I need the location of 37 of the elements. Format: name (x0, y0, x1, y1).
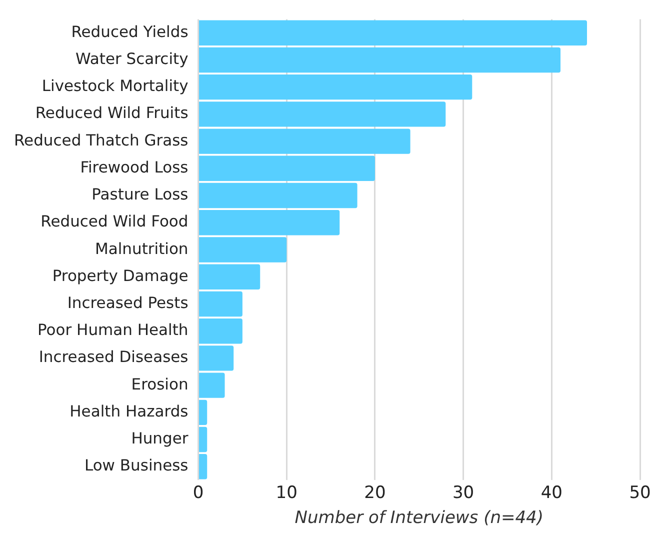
x-tick-label: 20 (364, 482, 386, 503)
x-tick-label: 0 (192, 482, 204, 503)
y-tick-label: Pasture Loss (92, 186, 188, 204)
bar (199, 318, 242, 344)
y-tick-label: Firewood Loss (80, 158, 188, 176)
y-tick-label: Reduced Wild Food (40, 212, 188, 231)
bar (199, 74, 472, 100)
y-tick-label: Reduced Yields (71, 22, 188, 41)
y-tick-label: Reduced Wild Fruits (35, 104, 188, 122)
bar (199, 400, 208, 426)
x-tick-label: 30 (452, 482, 474, 503)
y-tick-label: Property Damage (52, 266, 188, 285)
x-tick-label: 40 (540, 482, 562, 503)
bar (199, 264, 260, 290)
x-axis-title: Number of Interviews (n=44) (294, 508, 544, 528)
bar (199, 454, 208, 480)
y-tick-label: Livestock Mortality (42, 77, 188, 96)
bar (199, 426, 208, 452)
bar (199, 20, 587, 46)
x-tick-label: 50 (629, 482, 651, 503)
y-tick-label: Increased Pests (67, 294, 188, 312)
y-tick-label: Erosion (131, 375, 188, 394)
y-tick-label: Reduced Thatch Grass (14, 131, 188, 150)
bar (199, 47, 560, 73)
bar (199, 182, 358, 208)
bar (199, 156, 375, 182)
y-tick-label: Health Hazards (70, 402, 188, 420)
y-tick-label: Poor Human Health (37, 321, 188, 340)
bar (199, 210, 340, 236)
bar (199, 291, 242, 317)
y-tick-label: Low Business (84, 456, 188, 475)
y-tick-label: Increased Diseases (38, 348, 188, 366)
bar (199, 237, 287, 262)
x-tick-label: 10 (276, 482, 298, 503)
y-tick-label: Hunger (131, 430, 189, 448)
y-tick-label: Malnutrition (94, 240, 188, 258)
y-tick-label: Water Scarcity (76, 50, 188, 68)
